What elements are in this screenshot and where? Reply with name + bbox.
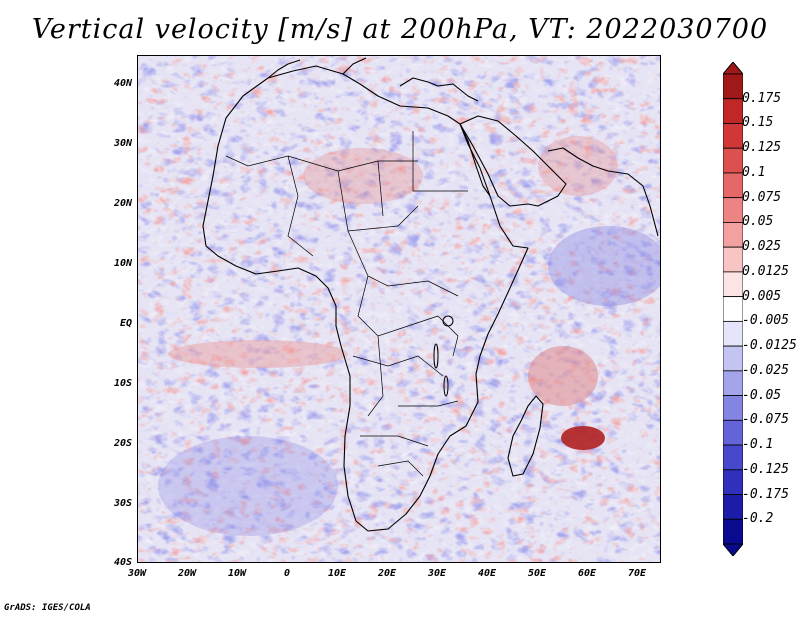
colorbar-level-label: 0.005 bbox=[742, 288, 782, 304]
arabia-coast bbox=[459, 115, 567, 207]
colorbar-level-label: -0.05 bbox=[742, 387, 782, 403]
colorbar-level-label: -0.2 bbox=[742, 511, 774, 527]
colorbar-level-label: 0.0125 bbox=[742, 263, 789, 279]
colorbar-segment bbox=[723, 345, 743, 372]
colorbar-level-label: -0.075 bbox=[742, 412, 789, 428]
colorbar-level-label: 0.025 bbox=[742, 239, 782, 255]
lon-label-0: 0 bbox=[283, 568, 291, 579]
lon-label-20w: 20W bbox=[177, 568, 197, 579]
coastlines bbox=[202, 57, 659, 532]
country-borders bbox=[225, 131, 468, 477]
colorbar-level-label: 0.1 bbox=[742, 164, 766, 180]
lon-label-70e: 70E bbox=[627, 568, 647, 579]
lake-malawi bbox=[443, 375, 449, 397]
colorbar-segment bbox=[723, 123, 743, 149]
lat-label-eq: EQ bbox=[119, 318, 132, 329]
colorbar-level-label: 0.175 bbox=[742, 90, 782, 106]
sahara-ascent-patch bbox=[303, 148, 423, 204]
colorbar-segment bbox=[723, 147, 743, 174]
lat-label-10n: 10N bbox=[113, 258, 132, 269]
velocity-field-map bbox=[138, 56, 660, 562]
arabia-ascent-patch bbox=[538, 136, 618, 196]
colorbar-segment bbox=[723, 469, 743, 495]
arabian-sea-descent-patch bbox=[548, 226, 660, 306]
lat-label-30s: 30S bbox=[113, 498, 132, 509]
white-speckle-texture bbox=[138, 56, 660, 562]
colorbar-segment bbox=[723, 296, 743, 322]
colorbar-segment bbox=[723, 271, 743, 298]
colorbar-segment bbox=[723, 494, 743, 520]
colorbar-level-label: -0.025 bbox=[742, 362, 789, 378]
colorbar-segment bbox=[723, 172, 743, 199]
lakes bbox=[433, 315, 454, 397]
colorbar-segment bbox=[723, 197, 743, 223]
lon-label-40e: 40E bbox=[477, 568, 497, 579]
lon-label-10w: 10W bbox=[227, 568, 247, 579]
lon-label-30e: 30E bbox=[427, 568, 447, 579]
lon-label-30w: 30W bbox=[127, 568, 147, 579]
lat-label-40n: 40N bbox=[113, 78, 132, 89]
colorbar-bottom-arrow bbox=[723, 543, 743, 556]
lon-label-60e: 60E bbox=[577, 568, 597, 579]
lon-label-10e: 10E bbox=[327, 568, 347, 579]
colorbar-top-arrow bbox=[723, 62, 743, 75]
red-sea-coast bbox=[459, 123, 491, 197]
colorbar bbox=[723, 62, 743, 556]
south-atlantic-descent-patch bbox=[158, 436, 338, 536]
lon-label-20e: 20E bbox=[377, 568, 397, 579]
colorbar-level-label: 0.05 bbox=[742, 214, 774, 230]
map-panel bbox=[137, 55, 661, 563]
colorbar-level-label: -0.175 bbox=[742, 486, 789, 502]
grads-credit: GrADS: IGES/COLA bbox=[4, 603, 91, 613]
lat-label-40s: 40S bbox=[113, 557, 132, 568]
colorbar-level-label: 0.125 bbox=[742, 140, 782, 156]
lake-tanganyika bbox=[433, 343, 439, 369]
mediterranean-north-coast bbox=[267, 57, 479, 102]
border-lines bbox=[225, 131, 468, 477]
colorbar-level-label: -0.1 bbox=[742, 437, 774, 453]
colorbar-segment bbox=[723, 246, 743, 273]
colorbar-segment bbox=[723, 73, 743, 100]
colorbar-segment bbox=[723, 320, 743, 347]
persian-gulf-coast bbox=[547, 147, 659, 237]
colorbar-level-label: -0.005 bbox=[742, 313, 789, 329]
itcz-ascent-band bbox=[168, 340, 348, 368]
lake-victoria bbox=[442, 315, 454, 327]
colorbar-segment bbox=[723, 395, 743, 421]
lat-label-20s: 20S bbox=[113, 438, 132, 449]
madagascar-coast bbox=[507, 395, 544, 477]
colorbar-segment bbox=[723, 222, 743, 248]
colorbar-level-label: 0.15 bbox=[742, 115, 774, 131]
cyclone-outer-ascent bbox=[528, 346, 598, 406]
cyclone-core-ascent bbox=[561, 426, 605, 450]
lat-label-20n: 20N bbox=[113, 198, 132, 209]
colorbar-segment bbox=[723, 98, 743, 124]
lat-label-10s: 10S bbox=[113, 378, 132, 389]
colorbar-segment bbox=[723, 370, 743, 396]
colorbar-segment bbox=[723, 518, 743, 545]
colorbar-level-label: 0.075 bbox=[742, 189, 782, 205]
colorbar-level-label: -0.125 bbox=[742, 461, 789, 477]
lon-label-50e: 50E bbox=[527, 568, 547, 579]
lat-label-30n: 30N bbox=[113, 138, 132, 149]
plot-title: Vertical velocity [m/s] at 200hPa, VT: 2… bbox=[31, 14, 769, 45]
colorbar-level-label: -0.0125 bbox=[742, 338, 797, 354]
colorbar-segment bbox=[723, 419, 743, 446]
africa-coast bbox=[202, 65, 529, 532]
colorbar-segment bbox=[723, 444, 743, 471]
